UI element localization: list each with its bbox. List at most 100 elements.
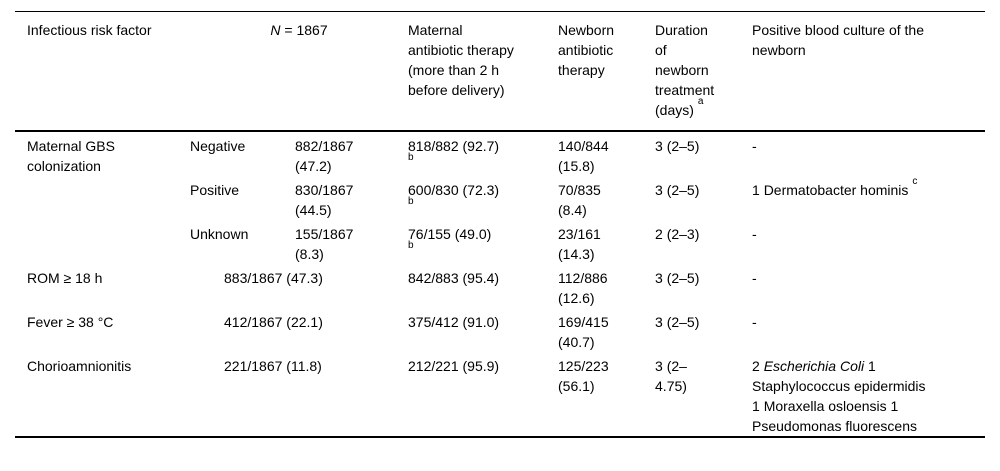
newborn-abx-value: 70/835 (8.4): [558, 176, 655, 220]
text-run: 3 (2–: [655, 358, 687, 374]
maternal-abx-value: 842/883 (95.4): [408, 264, 558, 308]
text-run: Infectious risk factor: [27, 22, 152, 38]
text-run: therapy: [558, 62, 605, 78]
text-run: 1: [864, 358, 876, 374]
text-run: ROM ≥ 18 h: [27, 270, 103, 286]
duration-value: 3 (2–5): [655, 176, 752, 220]
text-run: Newborn: [558, 22, 615, 38]
text-run: 818/882 (92.7): [408, 138, 500, 154]
text-run: 3 (2–5): [655, 314, 700, 330]
superscript-footnote-marker: b: [408, 196, 414, 208]
text-run: 112/886: [558, 270, 608, 286]
text-run: 23/161: [558, 226, 601, 242]
subgroup-label: Negative: [190, 131, 295, 176]
text-run: 2: [752, 358, 764, 374]
text-run: (15.8): [558, 158, 595, 174]
table-body: Maternal GBS colonization Negative 882/1867…: [15, 131, 985, 437]
text-run: 830/1867: [295, 182, 354, 198]
table-row: Fever ≥ 38 °C 412/1867 (22.1) 375/412 (91.…: [15, 308, 985, 352]
text-run: Chorioamnionitis: [27, 358, 132, 374]
col-maternal-antibiotic-therapy: Maternal antibiotic therapy (more than 2 h…: [408, 11, 559, 132]
subgroup-label: Positive: [190, 176, 295, 220]
text-run: 2 (2–3): [655, 226, 700, 242]
text-run: Duration: [655, 22, 708, 38]
blood-culture-value: 1 Dermatobacter hominis c: [752, 176, 985, 220]
table-row: Chorioamnionitis 221/1867 (11.8) 212/221 (…: [15, 352, 985, 437]
text-run: (8.4): [558, 202, 587, 218]
superscript-footnote-marker: a: [697, 96, 704, 108]
text-run: newborn: [655, 62, 709, 78]
blood-culture-value: 2 Escherichia Coli 1 Staphylococcus epide…: [752, 352, 985, 437]
col-newborn-antibiotic-therapy: Newborn antibiotic therapy: [558, 11, 656, 132]
article-page: Infectious risk factor N = 1867 Maternal an…: [0, 11, 1000, 471]
text-run: Maternal GBS: [27, 138, 115, 154]
text-run: 155/1867: [295, 226, 354, 242]
text-run: (12.6): [558, 290, 595, 306]
newborn-abx-value: 112/886 (12.6): [558, 264, 655, 308]
n-value: 221/1867 (11.8): [190, 352, 408, 437]
text-run: before delivery): [408, 82, 505, 98]
text-run: Maternal: [408, 22, 463, 38]
maternal-abx-value: 76/155 (49.0) b: [408, 220, 558, 264]
text-run: Negative: [190, 138, 246, 154]
newborn-abx-value: 125/223 (56.1): [558, 352, 655, 437]
infectious-risk-factors-table: Infectious risk factor N = 1867 Maternal an…: [15, 11, 986, 438]
newborn-abx-value: 169/415 (40.7): [558, 308, 655, 352]
text-run: -: [752, 138, 757, 154]
text-run: (more than 2 h: [408, 62, 500, 78]
text-run: antibiotic: [558, 42, 614, 58]
n-value: 883/1867 (47.3): [190, 264, 408, 308]
text-run: 3 (2–5): [655, 182, 700, 198]
text-run: 882/1867: [295, 138, 354, 154]
text-run: 212/221 (95.9): [408, 358, 500, 374]
text-run: 1 Moraxella osloensis 1: [752, 398, 899, 414]
table-row: Positive 830/1867 (44.5) 600/830 (72.3) b 70/…: [15, 176, 985, 220]
text-run: 375/412 (91.0): [408, 314, 500, 330]
col-n: N = 1867: [190, 11, 409, 132]
table-row: Unknown 155/1867 (8.3) 76/155 (49.0) b 23/161…: [15, 220, 985, 264]
superscript-footnote-marker: b: [408, 152, 414, 164]
table-row: Maternal GBS colonization Negative 882/1867…: [15, 131, 985, 176]
text-run: -: [752, 314, 757, 330]
maternal-abx-value: 600/830 (72.3) b: [408, 176, 558, 220]
duration-value: 3 (2–5): [655, 308, 752, 352]
text-run: (14.3): [558, 246, 595, 262]
text-run: 76/155 (49.0): [408, 226, 492, 242]
text-run: 1 Dermatobacter hominis: [752, 182, 913, 198]
text-run: (days): [655, 102, 698, 118]
text-run: (8.3): [295, 246, 324, 262]
risk-factor-label: ROM ≥ 18 h: [15, 264, 190, 308]
duration-value: 3 (2–5): [655, 264, 752, 308]
text-run: 70/835: [558, 182, 601, 198]
subgroup-label: Unknown: [190, 220, 295, 264]
superscript-footnote-marker: b: [408, 240, 414, 252]
duration-value: 2 (2–3): [655, 220, 752, 264]
blood-culture-value: -: [752, 264, 985, 308]
text-run: 169/415: [558, 314, 609, 330]
text-run: -: [752, 270, 757, 286]
maternal-abx-value: 375/412 (91.0): [408, 308, 558, 352]
text-run: Staphylococcus epidermidis: [752, 378, 926, 394]
text-run: 221/1867 (11.8): [224, 358, 322, 374]
italic-text-run: N: [270, 22, 281, 38]
blood-culture-value: -: [752, 131, 985, 176]
col-positive-blood-culture: Positive blood culture of the newborn: [752, 11, 986, 132]
text-run: antibiotic therapy: [408, 42, 514, 58]
text-run: Pseudomonas fluorescens: [752, 418, 918, 434]
text-run: (56.1): [558, 378, 595, 394]
text-run: 140/844: [558, 138, 609, 154]
n-value: 830/1867 (44.5): [295, 176, 408, 220]
text-run: 883/1867 (47.3): [224, 270, 323, 286]
col-duration-of-treatment: Duration of newborn treatment (days) a: [655, 11, 753, 132]
text-run: Fever ≥ 38 °C: [27, 314, 114, 330]
text-run: -: [752, 226, 757, 242]
italic-text-run: Escherichia Coli: [763, 358, 865, 374]
text-run: 3 (2–5): [655, 138, 700, 154]
duration-value: 3 (2–5): [655, 131, 752, 176]
duration-value: 3 (2– 4.75): [655, 352, 752, 437]
n-value: 882/1867 (47.2): [295, 131, 408, 176]
text-run: Positive: [190, 182, 240, 198]
risk-factor-label: Chorioamnionitis: [15, 352, 190, 437]
text-run: (40.7): [558, 334, 595, 350]
text-run: 125/223: [558, 358, 609, 374]
